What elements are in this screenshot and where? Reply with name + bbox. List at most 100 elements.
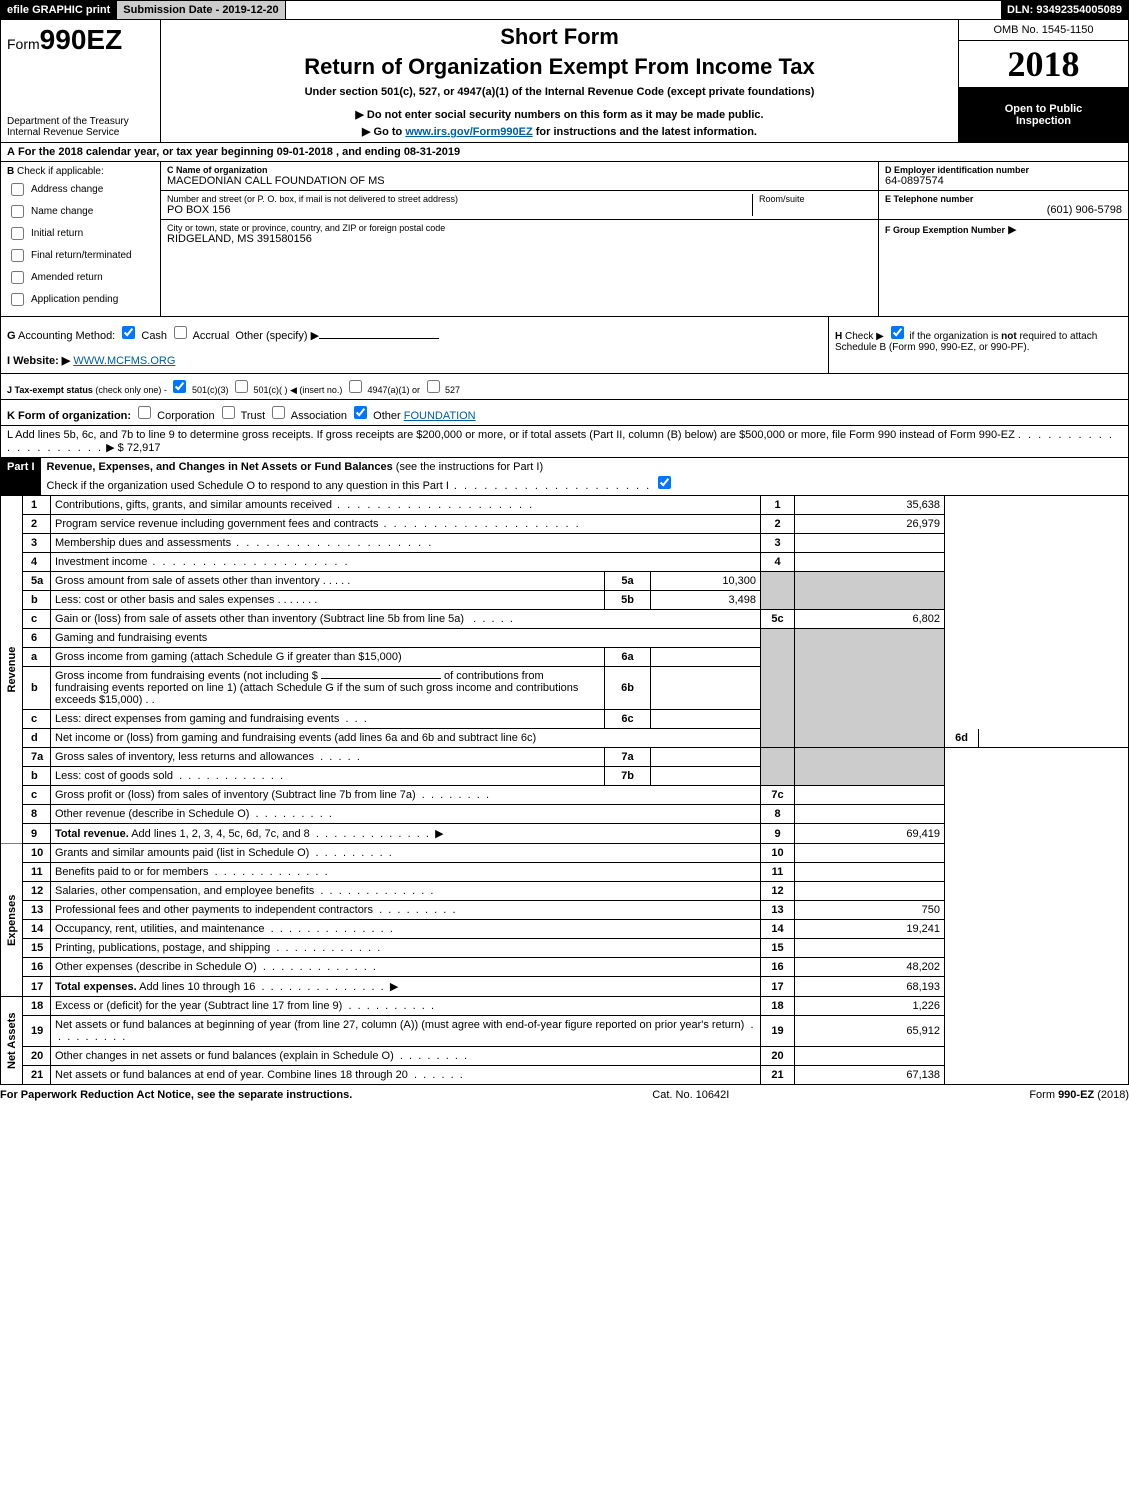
ln-6a: a <box>23 648 51 667</box>
chk-final-return[interactable] <box>11 249 24 262</box>
row-a-tax-year: A For the 2018 calendar year, or tax yea… <box>0 143 1129 162</box>
other-specify-line <box>319 338 439 339</box>
line-6a: a Gross income from gaming (attach Sched… <box>1 648 1129 667</box>
ln-9: 9 <box>23 824 51 844</box>
row-a-label: A <box>7 146 15 158</box>
do-not-enter: ▶ Do not enter social security numbers o… <box>167 108 952 121</box>
chk-name-change[interactable] <box>11 205 24 218</box>
desc-4: Investment income <box>55 556 147 568</box>
irs-link[interactable]: www.irs.gov/Form990EZ <box>405 126 532 138</box>
shade-amt-5ab <box>795 572 945 610</box>
col-b-check-applicable: B Check if applicable: Address change Na… <box>1 162 161 316</box>
desc-18: Excess or (deficit) for the year (Subtra… <box>55 1000 342 1012</box>
efile-label[interactable]: efile GRAPHIC print <box>1 1 117 19</box>
desc-3: Membership dues and assessments <box>55 537 231 549</box>
form-number: Form990EZ <box>7 24 154 56</box>
shade-5ab <box>761 572 795 610</box>
org-city-row: City or town, state or province, country… <box>161 220 878 316</box>
dept-line1: Department of the Treasury <box>7 116 154 127</box>
desc-9: Total revenue. <box>55 828 129 840</box>
lbl-initial-return: Initial return <box>31 228 83 239</box>
chk-schedule-b-not-required[interactable] <box>891 326 904 339</box>
chk-initial-return[interactable] <box>11 227 24 240</box>
subval-5a: 10,300 <box>651 572 761 591</box>
chk-501c[interactable] <box>235 380 248 393</box>
line-6c: c Less: direct expenses from gaming and … <box>1 710 1129 729</box>
ln-21: 21 <box>23 1066 51 1085</box>
ln-6d: d <box>23 729 51 748</box>
lbl-4947: 4947(a)(1) or <box>367 385 420 395</box>
line-20: 20 Other changes in net assets or fund b… <box>1 1047 1129 1066</box>
other-org-value[interactable]: FOUNDATION <box>404 410 476 422</box>
d-ein-label: D Employer identification number <box>885 165 1029 175</box>
chk-accrual[interactable] <box>174 326 187 339</box>
checkbox-name-change[interactable]: Name change <box>7 202 154 221</box>
org-addr-row: Number and street (or P. O. box, if mail… <box>161 191 878 220</box>
submission-date: Submission Date - 2019-12-20 <box>117 1 285 19</box>
box-9: 9 <box>761 824 795 844</box>
dots-2 <box>378 518 580 530</box>
chk-527[interactable] <box>427 380 440 393</box>
line-16: 16 Other expenses (describe in Schedule … <box>1 958 1129 977</box>
sub-7b: 7b <box>605 767 651 786</box>
amt-13: 750 <box>795 901 945 920</box>
website-link[interactable]: WWW.MCFMS.ORG <box>73 355 175 367</box>
box-12: 12 <box>761 882 795 901</box>
chk-trust[interactable] <box>222 406 235 419</box>
amt-20 <box>795 1047 945 1066</box>
desc-7c: Gross profit or (loss) from sales of inv… <box>55 789 416 801</box>
line-15: 15 Printing, publications, postage, and … <box>1 939 1129 958</box>
chk-501c3[interactable] <box>173 380 186 393</box>
ln-7b: b <box>23 767 51 786</box>
desc-16: Other expenses (describe in Schedule O) <box>55 961 257 973</box>
check-if-applicable: Check if applicable: <box>17 166 104 177</box>
checkbox-initial-return[interactable]: Initial return <box>7 224 154 243</box>
ln-17: 17 <box>23 977 51 997</box>
checkbox-address-change[interactable]: Address change <box>7 180 154 199</box>
header-block: Form990EZ Department of the Treasury Int… <box>0 20 1129 143</box>
top-bar: efile GRAPHIC print Submission Date - 20… <box>0 0 1129 20</box>
checkbox-final-return[interactable]: Final return/terminated <box>7 246 154 265</box>
chk-application-pending[interactable] <box>11 293 24 306</box>
ln-6: 6 <box>23 629 51 648</box>
box-19: 19 <box>761 1016 795 1047</box>
c-name-label: C Name of organization <box>167 165 268 175</box>
amt-15 <box>795 939 945 958</box>
row-h: H Check ▶ if the organization is not req… <box>828 317 1128 373</box>
line-9: 9 Total revenue. Add lines 1, 2, 3, 4, 5… <box>1 824 1129 844</box>
ln-5c: c <box>23 610 51 629</box>
ln-3: 3 <box>23 534 51 553</box>
chk-corporation[interactable] <box>138 406 151 419</box>
row-l-gross-receipts: L Add lines 5b, 6c, and 7b to line 9 to … <box>0 426 1129 458</box>
desc-7b: Less: cost of goods sold <box>55 770 173 782</box>
amt-9: 69,419 <box>795 824 945 844</box>
header-right: OMB No. 1545-1150 2018 Open to Public In… <box>958 20 1128 142</box>
checkbox-amended-return[interactable]: Amended return <box>7 268 154 287</box>
dots-4 <box>147 556 349 568</box>
box-7c: 7c <box>761 786 795 805</box>
line-6: 6 Gaming and fundraising events <box>1 629 1129 648</box>
chk-schedule-o-part-i[interactable] <box>658 476 671 489</box>
chk-amended-return[interactable] <box>11 271 24 284</box>
chk-cash[interactable] <box>122 326 135 339</box>
line-10: Expenses 10 Grants and similar amounts p… <box>1 844 1129 863</box>
box-8: 8 <box>761 805 795 824</box>
chk-address-change[interactable] <box>11 183 24 196</box>
chk-other-org[interactable] <box>354 406 367 419</box>
amt-17: 68,193 <box>795 977 945 997</box>
box-14: 14 <box>761 920 795 939</box>
under-section: Under section 501(c), 527, or 4947(a)(1)… <box>167 86 952 98</box>
chk-4947[interactable] <box>349 380 362 393</box>
amt-8 <box>795 805 945 824</box>
ln-5a: 5a <box>23 572 51 591</box>
chk-association[interactable] <box>272 406 285 419</box>
ln-7a: 7a <box>23 748 51 767</box>
dln-label: DLN: 93492354005089 <box>1001 1 1128 19</box>
shade-6 <box>761 629 795 748</box>
box-1: 1 <box>761 496 795 515</box>
footer-left: For Paperwork Reduction Act Notice, see … <box>0 1089 352 1101</box>
checkbox-application-pending[interactable]: Application pending <box>7 290 154 309</box>
h-text1: Check ▶ <box>845 331 884 342</box>
j-label: J Tax-exempt status <box>7 385 93 395</box>
topbar-spacer <box>286 1 1001 19</box>
